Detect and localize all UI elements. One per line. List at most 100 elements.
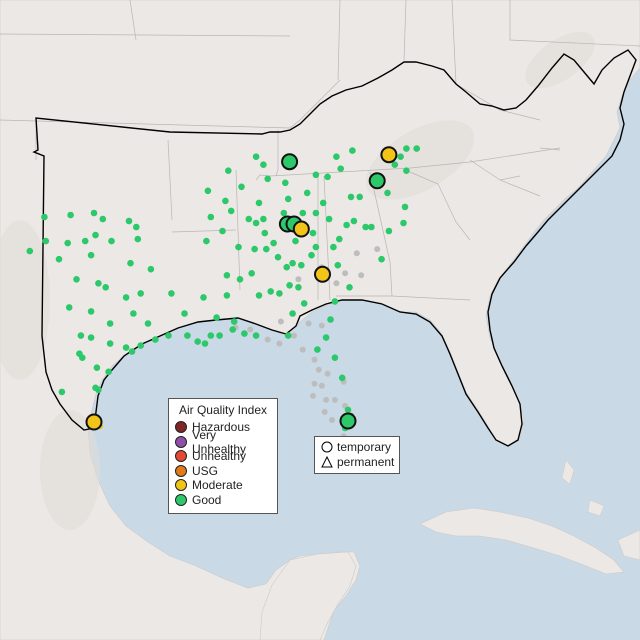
monitor-good[interactable] [134,235,142,243]
monitor-good[interactable] [200,294,207,301]
monitor-good[interactable] [347,193,355,201]
monitor-good[interactable] [362,223,369,231]
monitor-gray[interactable] [299,346,306,353]
monitor-good[interactable] [283,263,291,271]
monitor-gray[interactable] [353,250,360,257]
monitor-good[interactable] [130,310,137,317]
monitor-good[interactable] [324,173,331,181]
monitor-gray[interactable] [305,320,312,327]
monitor-good[interactable] [152,336,159,343]
monitor-good[interactable] [308,251,315,259]
monitor-good[interactable] [391,161,399,168]
monitor-good[interactable] [261,229,269,237]
monitor-large-good[interactable] [339,412,357,430]
monitor-good[interactable] [227,207,235,215]
monitor-good[interactable] [401,203,409,211]
monitor-gray[interactable] [318,322,325,329]
monitor-good[interactable] [41,213,48,221]
monitor-good[interactable] [201,340,209,347]
monitor-good[interactable] [280,209,288,217]
monitor-good[interactable] [325,215,333,223]
monitor-good[interactable] [263,245,270,253]
monitor-large-good[interactable] [281,153,299,171]
monitor-good[interactable] [58,388,66,396]
monitor-good[interactable] [222,197,229,205]
monitor-good[interactable] [312,243,320,251]
monitor-gray[interactable] [342,270,349,277]
monitor-good[interactable] [413,145,421,152]
monitor-good[interactable] [284,195,292,203]
monitor-good[interactable] [55,255,63,263]
monitor-good[interactable] [264,175,272,183]
monitor-good[interactable] [292,237,299,245]
monitor-good[interactable] [122,294,130,301]
monitor-good[interactable] [106,340,114,347]
monitor-good[interactable] [252,219,260,227]
monitor-good[interactable] [64,239,71,247]
monitor-good[interactable] [255,292,263,299]
monitor-good[interactable] [207,213,215,221]
monitor-good[interactable] [95,386,102,394]
monitor-good[interactable] [87,334,95,341]
monitor-good[interactable] [92,231,99,239]
monitor-good[interactable] [334,261,342,269]
monitor-good[interactable] [207,332,215,339]
monitor-good[interactable] [235,243,242,251]
monitor-gray[interactable] [329,417,335,423]
monitor-gray[interactable] [318,382,325,389]
monitor-good[interactable] [270,239,277,247]
monitor-good[interactable] [248,270,255,277]
monitor-good[interactable] [349,147,356,154]
monitor-good[interactable] [251,245,258,253]
monitor-good[interactable] [42,237,50,245]
monitor-good[interactable] [331,354,339,362]
monitor-good[interactable] [282,179,289,187]
monitor-good[interactable] [122,344,130,351]
monitor-good[interactable] [133,223,140,231]
monitor-good[interactable] [333,153,340,160]
monitor-gray[interactable] [311,356,318,363]
monitor-good[interactable] [276,290,283,297]
monitor-good[interactable] [90,209,98,217]
monitor-good[interactable] [125,217,133,225]
monitor-good[interactable] [168,290,175,297]
monitor-good[interactable] [403,145,410,152]
monitor-good[interactable] [356,193,364,201]
monitor-good[interactable] [312,171,320,179]
monitor-good[interactable] [241,330,248,337]
monitor-good[interactable] [350,217,358,225]
monitor-gray[interactable] [311,380,318,387]
monitor-good[interactable] [255,199,263,207]
monitor-large-moderate[interactable] [85,413,103,431]
monitor-good[interactable] [79,354,86,362]
monitor-good[interactable] [144,320,152,327]
monitor-good[interactable] [322,334,330,341]
monitor-good[interactable] [403,167,410,174]
monitor-good[interactable] [400,219,407,227]
monitor-gray[interactable] [276,340,283,347]
monitor-good[interactable] [73,276,80,283]
monitor-good[interactable] [300,300,308,307]
monitor-good[interactable] [105,368,112,376]
monitor-good[interactable] [77,332,85,339]
monitor-good[interactable] [385,227,393,235]
monitor-gray[interactable] [358,272,365,279]
monitor-good[interactable] [319,199,327,207]
monitor-good[interactable] [397,153,404,160]
monitor-good[interactable] [236,276,244,283]
monitor-good[interactable] [93,364,101,372]
monitor-good[interactable] [368,223,375,231]
monitor-good[interactable] [216,332,223,339]
monitor-gray[interactable] [374,246,381,253]
monitor-good[interactable] [298,261,305,269]
monitor-good[interactable] [230,318,238,325]
monitor-good[interactable] [274,253,282,261]
monitor-good[interactable] [219,227,226,235]
monitor-good[interactable] [245,215,253,223]
monitor-good[interactable] [137,342,144,349]
monitor-good[interactable] [336,235,343,243]
monitor-gray[interactable] [333,280,340,287]
monitor-good[interactable] [81,237,89,245]
monitor-large-moderate[interactable] [380,146,398,164]
